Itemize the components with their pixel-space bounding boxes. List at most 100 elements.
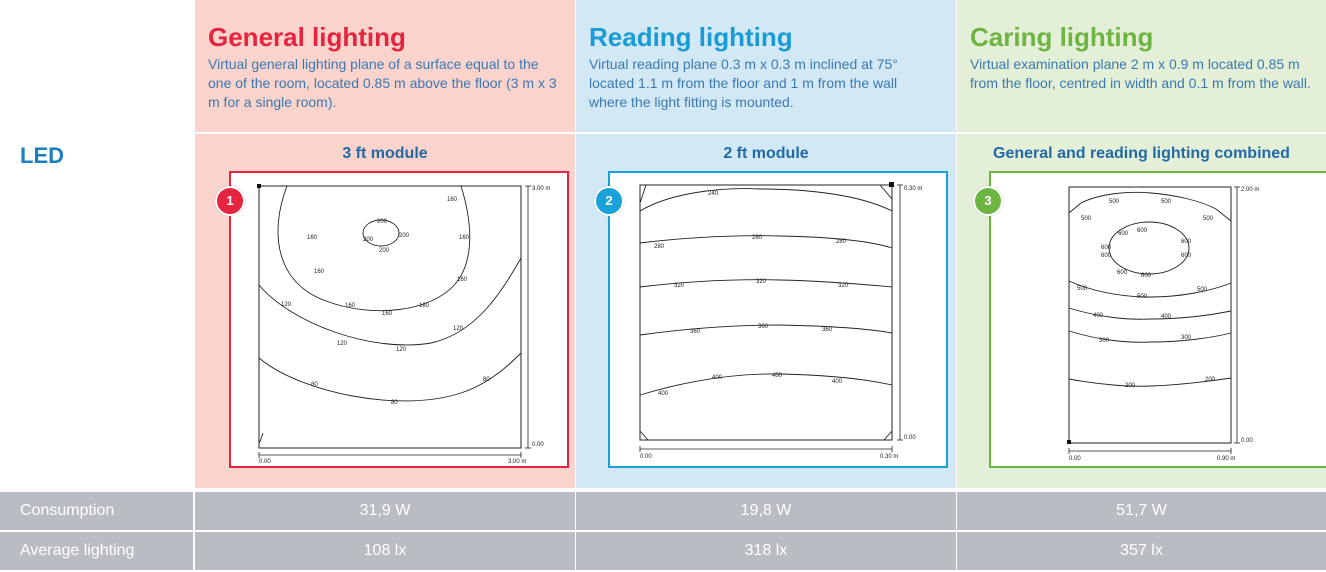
module-title: 2 ft module	[723, 145, 809, 162]
contour-label: 600	[1137, 228, 1148, 234]
contour-500-bottom	[1068, 280, 1232, 298]
column-description: Virtual examination plane 2 m x 0.9 m lo…	[970, 56, 1311, 91]
number-badge: 1	[215, 186, 245, 216]
isolux-diagram-frame: 2.00 m 0.00 0.00 0.90 m 500 500 500 500 …	[989, 171, 1326, 468]
y-axis-bottom-label: 0.00	[904, 435, 916, 441]
contour-label: 120	[281, 302, 292, 308]
module-title: 3 ft module	[342, 145, 428, 162]
contour-300	[1068, 330, 1232, 343]
x-axis-left-label: 0.00	[259, 459, 271, 465]
contour-label: 400	[1093, 313, 1104, 319]
module-title: General and reading lighting combined	[993, 145, 1290, 162]
contour-label: 500	[1197, 287, 1208, 293]
contour-label: 400	[1161, 314, 1172, 320]
y-axis-bottom-label: 0.00	[1241, 438, 1253, 444]
contour-label: 500	[1137, 294, 1148, 300]
contour-label: 600	[1101, 253, 1112, 259]
contour-320	[639, 279, 893, 288]
table-cell: 108 lx	[195, 532, 575, 570]
contour-label: 160	[382, 311, 393, 317]
column-title: Caring lighting	[970, 22, 1154, 52]
table-cell: 19,8 W	[576, 492, 956, 530]
x-axis-right-label: 0.30 m	[880, 454, 898, 460]
x-axis-left-label: 0.00	[1069, 456, 1081, 462]
contour-240	[639, 188, 893, 212]
isolux-diagram-caring: 2.00 m 0.00 0.00 0.90 m 500 500 500 500 …	[1067, 186, 1259, 462]
table-row-consumption: Consumption 31,9 W 19,8 W 51,7 W	[0, 492, 1326, 532]
number-badge: 3	[973, 186, 1003, 216]
contour-200	[362, 219, 400, 247]
isolux-diagram-reading: 0.30 m 0.00 0.00 0.30 m 240 280 280 280 …	[639, 182, 922, 460]
table-cell: 357 lx	[957, 532, 1326, 570]
x-axis-right-label: 0.90 m	[1217, 456, 1235, 462]
contour-labels: 160 160 160 160 160 160 160 160 200 200 …	[281, 197, 490, 406]
contour-label: 200	[1125, 383, 1136, 389]
contour-360	[639, 324, 893, 336]
contour-label: 400	[772, 373, 783, 379]
y-axis-top-label: 3.00 m	[532, 186, 550, 192]
contour-400	[1068, 307, 1232, 320]
contour-label: 500	[1077, 286, 1088, 292]
contour-80	[258, 352, 522, 402]
contour-400	[639, 373, 893, 396]
contour-label: 600	[1141, 273, 1152, 279]
contour-label: 200	[1205, 377, 1216, 383]
contour-200	[1068, 377, 1232, 387]
contour-label: 320	[674, 283, 685, 289]
plot-boundary	[1068, 186, 1232, 444]
contour-label: 240	[708, 191, 719, 197]
contour-500-top	[1080, 191, 1217, 210]
x-axis-right-label: 3.00 m	[508, 459, 526, 465]
contour-label: 80	[483, 377, 490, 383]
contour-label: 600	[1181, 239, 1192, 245]
contour-label: 400	[712, 375, 723, 381]
contour-label: 500	[1081, 216, 1092, 222]
contour-label: 600	[1117, 270, 1128, 276]
contour-label: 160	[459, 235, 470, 241]
luminaire-marker	[1067, 440, 1071, 444]
contour-label: 360	[758, 324, 769, 330]
contour-label: 280	[836, 239, 847, 245]
column-title: General lighting	[208, 22, 406, 52]
contour-label: 200	[363, 237, 374, 243]
isolux-diagram-frame: 0.30 m 0.00 0.00 0.30 m 240 280 280 280 …	[608, 171, 948, 468]
contour-label: 200	[399, 233, 410, 239]
luminaire-marker	[257, 184, 261, 188]
plot-boundary	[639, 184, 893, 441]
contour-label: 80	[311, 382, 318, 388]
contour-label: 500	[1203, 216, 1214, 222]
contour-labels: 500 500 500 500 600 600 600 600 600 600 …	[1077, 199, 1216, 389]
contour-label: 120	[396, 347, 407, 353]
y-axis-bottom-label: 0.00	[532, 442, 544, 448]
row-separator	[0, 132, 1326, 134]
contour-label: 320	[756, 279, 767, 285]
contour-label: 600	[1101, 245, 1112, 251]
column-caring-lighting: Caring lighting Virtual examination plan…	[957, 0, 1326, 488]
contour-labels: 240 280 280 280 320 320 320 360 360 360 …	[654, 191, 849, 397]
isolux-diagram-general: 3.00 m 0.00 0.00 3.00 m 160 160 160 160 …	[257, 184, 550, 465]
contour-label: 360	[690, 329, 701, 335]
contour-120	[258, 257, 522, 346]
contour-label: 120	[337, 341, 348, 347]
number-badge: 2	[594, 186, 624, 216]
contour-label: 280	[752, 235, 763, 241]
contour-label: 200	[377, 219, 388, 225]
y-axis-top-label: 2.00 m	[1241, 187, 1259, 193]
row-label: Average lighting	[0, 532, 193, 570]
contour-280	[639, 235, 893, 249]
contour-label: 500	[1161, 199, 1172, 205]
row-label-led: LED	[20, 143, 64, 168]
table-cell: 51,7 W	[957, 492, 1326, 530]
contour-label: 500	[1109, 199, 1120, 205]
contour-label: 400	[658, 391, 669, 397]
x-axis-left-label: 0.00	[640, 454, 652, 460]
column-title: Reading lighting	[589, 22, 793, 52]
contour-label: 160	[345, 303, 356, 309]
contour-label: 80	[391, 400, 398, 406]
contour-label: 120	[453, 326, 464, 332]
y-axis-top-label: 0.30 m	[904, 186, 922, 192]
contour-label: 160	[314, 269, 325, 275]
row-label: Consumption	[0, 492, 193, 530]
luminaire-marker	[889, 182, 894, 187]
contour-600	[1108, 221, 1190, 275]
